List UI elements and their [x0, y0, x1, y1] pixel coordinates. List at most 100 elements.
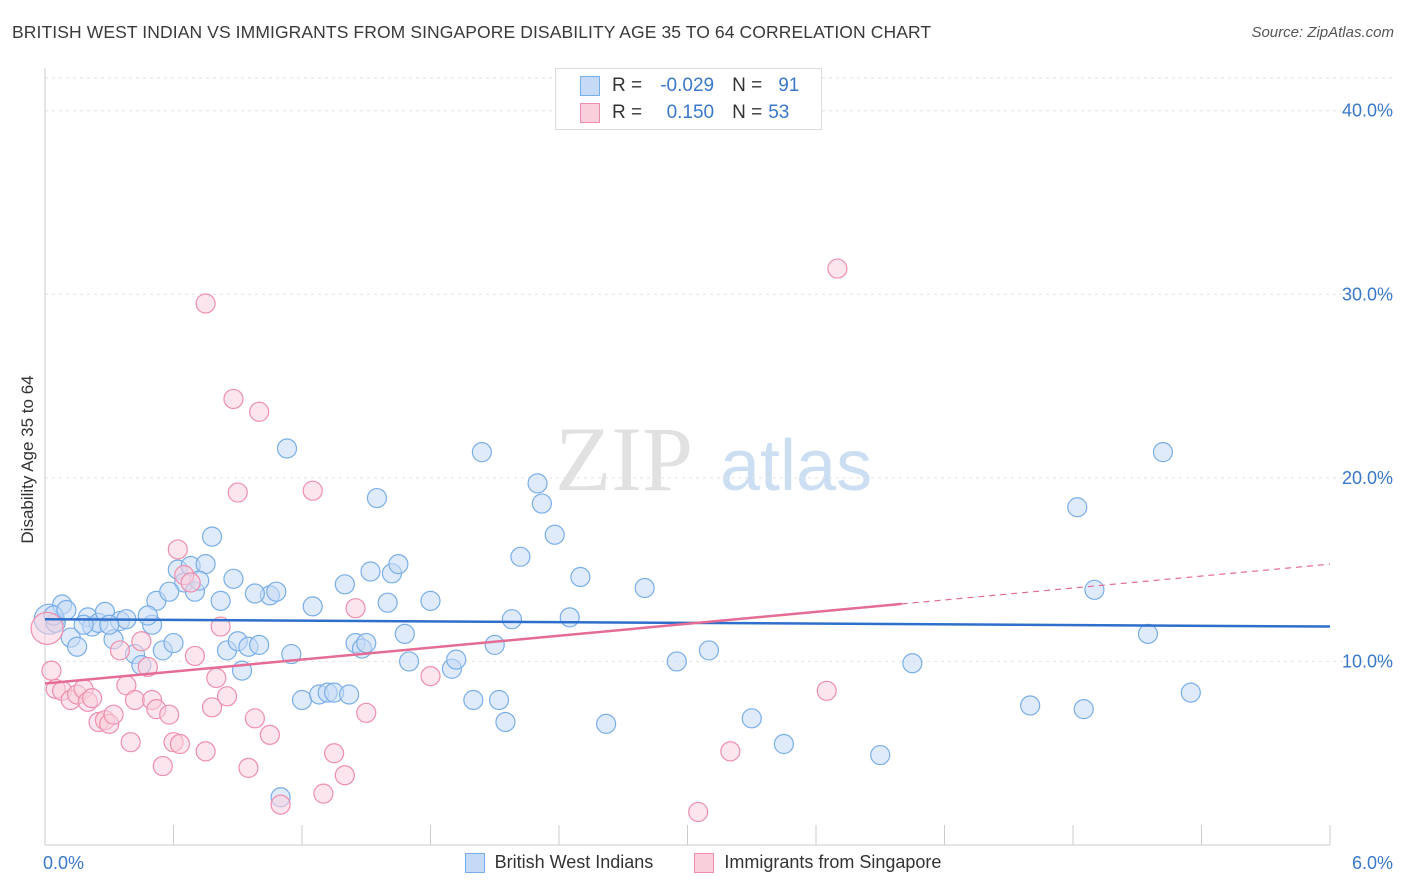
data-point — [666, 651, 687, 672]
data-point — [137, 656, 158, 678]
data-point — [223, 388, 244, 410]
data-point — [184, 645, 206, 667]
data-point — [339, 684, 360, 705]
data-point — [816, 680, 837, 701]
data-point — [302, 596, 323, 617]
data-point — [210, 616, 231, 637]
data-point — [1137, 623, 1159, 644]
data-point — [137, 605, 158, 626]
data-point — [388, 554, 409, 575]
data-point — [484, 634, 505, 656]
data-point — [559, 607, 580, 628]
r-value: -0.029 — [660, 75, 715, 96]
legend-item-british-west-indians[interactable]: British West Indians — [464, 852, 654, 873]
r-value: 0.150 — [666, 102, 715, 123]
data-point — [124, 689, 146, 711]
r-label: R = — [612, 102, 643, 123]
data-point — [741, 708, 762, 729]
correlation-swatch — [580, 103, 600, 123]
legend-label: Immigrants from Singapore — [724, 852, 942, 872]
r-label: R = — [612, 75, 643, 96]
data-point — [216, 686, 238, 707]
n-value: 91 — [778, 75, 800, 96]
n-label: N = — [732, 75, 763, 96]
data-point — [227, 482, 248, 503]
y-axis-label: Disability Age 35 to 64 — [18, 375, 37, 543]
data-point — [356, 632, 377, 654]
data-point — [1084, 579, 1105, 600]
data-point — [334, 765, 355, 786]
data-point — [281, 643, 302, 665]
correlation-row-british-west-indians: R = -0.029 N = 91 — [580, 74, 799, 98]
data-point — [238, 757, 259, 779]
data-point — [360, 561, 381, 582]
legend-swatch — [464, 852, 485, 873]
data-point — [302, 480, 323, 501]
trend-line-extension — [901, 563, 1331, 605]
data-point — [366, 487, 388, 509]
legend-label: British West Indians — [494, 852, 654, 872]
watermark-atlas: atlas — [720, 426, 872, 506]
data-point — [152, 755, 173, 777]
data-point — [495, 711, 516, 733]
watermark: ZIP atlas — [555, 408, 872, 510]
data-point — [463, 689, 484, 711]
data-point — [206, 667, 227, 689]
data-point — [56, 599, 77, 621]
data-point — [291, 689, 313, 711]
data-point — [201, 526, 223, 547]
data-point — [1152, 442, 1174, 463]
data-point — [223, 568, 244, 589]
data-point — [67, 636, 88, 657]
data-point — [266, 581, 287, 602]
data-point — [159, 704, 180, 725]
x-tick-label: 6.0% — [1352, 853, 1393, 873]
data-point — [109, 640, 131, 661]
data-point — [688, 801, 709, 823]
y-tick-label: 40.0% — [1342, 101, 1393, 121]
data-point — [394, 623, 415, 644]
data-point — [420, 666, 441, 687]
data-point — [195, 741, 216, 762]
data-point — [356, 702, 377, 723]
data-point — [249, 401, 270, 422]
data-point — [488, 689, 510, 711]
data-point — [773, 733, 794, 755]
data-point — [276, 438, 298, 459]
data-point — [41, 660, 62, 681]
data-point — [270, 794, 291, 815]
data-point — [1020, 695, 1041, 716]
data-point — [313, 783, 334, 804]
data-point — [201, 697, 223, 718]
data-point — [1067, 497, 1088, 518]
n-value: 53 — [768, 102, 790, 123]
y-tick-label: 30.0% — [1342, 284, 1393, 304]
data-point — [167, 539, 188, 560]
data-points — [30, 258, 1201, 823]
data-point — [163, 632, 184, 654]
data-point — [510, 546, 531, 567]
axes — [44, 68, 1331, 846]
data-point — [244, 583, 265, 604]
data-point — [345, 598, 366, 619]
correlation-swatch — [580, 76, 600, 96]
gridlines — [45, 77, 1395, 662]
correlation-legend: R = -0.029 N = 91 R = 0.150 N = 53 — [555, 68, 822, 130]
data-point — [131, 631, 152, 652]
data-point — [471, 442, 492, 463]
data-point — [103, 704, 124, 725]
data-point — [501, 609, 522, 630]
tick-labels: 10.0% 20.0% 30.0% 40.0% 0.0% 6.0% — [43, 101, 1393, 873]
data-point — [259, 724, 280, 745]
data-point — [398, 651, 420, 672]
n-label: N = — [732, 102, 763, 123]
data-point — [596, 713, 617, 734]
y-tick-label: 20.0% — [1342, 468, 1393, 488]
data-point — [902, 653, 923, 674]
legend-item-immigrants-from-singapore[interactable]: Immigrants from Singapore — [694, 852, 941, 873]
data-point — [73, 614, 94, 635]
correlation-row-immigrants-from-singapore: R = 0.150 N = 53 — [580, 101, 789, 125]
data-point — [827, 258, 848, 279]
data-point — [120, 732, 141, 753]
